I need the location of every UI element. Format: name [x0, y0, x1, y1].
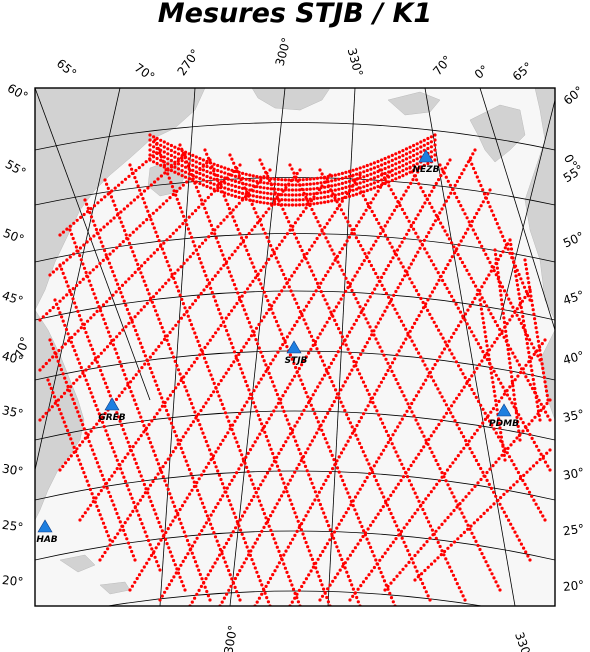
station-stjb: STJB: [285, 340, 308, 366]
lon-label: 330°: [512, 630, 535, 652]
station-label: STJB: [285, 356, 308, 366]
lat-label: 40°: [562, 348, 586, 367]
lat-label: 45°: [0, 288, 25, 308]
station-marker-icon: [37, 519, 53, 533]
station-hab: HAB: [36, 519, 58, 545]
station-marker-icon: [286, 340, 302, 354]
lat-label: 45°: [561, 288, 586, 308]
lon-label: 70°: [430, 53, 454, 78]
lat-label: 25°: [562, 521, 585, 538]
lat-label: 50°: [1, 226, 26, 247]
measurement-tracks: [38, 133, 552, 606]
longitude-labels-top: 65° 70° 270° 300° 330° 70° 0° 65°: [54, 36, 535, 84]
station-marker-icon: [496, 403, 512, 417]
lon-label: 270°: [175, 46, 203, 78]
station-label: GREB: [98, 413, 125, 423]
latitude-labels-left: 60° 55° 50° 45° 40° 35° 30° 25° 20° 70°: [0, 81, 32, 589]
lon-label: 0°: [472, 62, 491, 81]
map-frame: NEZB STJB GREB PDMB HAB: [34, 87, 556, 607]
latitude-labels-right: 60° 55° 50° 45° 40° 35° 30° 25° 20° 0°: [561, 83, 586, 594]
station-marker-icon: [104, 397, 120, 411]
lon-label: 300°: [273, 36, 294, 68]
station-label: PDMB: [489, 419, 519, 429]
lat-label: 50°: [561, 229, 586, 250]
map-title: Mesures STJB / K1: [158, 0, 432, 29]
station-label: NEZB: [412, 165, 439, 175]
lon-label: 70°: [12, 335, 32, 360]
lat-label: 20°: [562, 578, 585, 594]
lon-label: 65°: [510, 59, 535, 83]
station-pdmb: PDMB: [489, 403, 519, 429]
lon-label: 300°: [221, 624, 240, 652]
lat-label: 55°: [3, 157, 28, 180]
lat-label: 40°: [1, 349, 25, 368]
lat-label: 35°: [1, 403, 25, 421]
lon-label: 330°: [345, 47, 366, 79]
lat-label: 25°: [1, 518, 24, 535]
lat-label: 60°: [561, 83, 586, 107]
lat-label: 60°: [5, 81, 30, 104]
lon-label: 0°: [561, 152, 580, 171]
stations-layer: NEZB STJB GREB PDMB HAB: [36, 149, 519, 545]
lon-label: 65°: [54, 56, 79, 80]
longitude-labels-bottom: 300° 330°: [221, 624, 535, 652]
lon-label: 70°: [132, 61, 157, 85]
station-nezb: NEZB: [412, 149, 440, 175]
station-label: HAB: [36, 535, 57, 545]
lat-label: 30°: [1, 461, 24, 478]
lat-label: 35°: [562, 407, 586, 425]
lat-label: 20°: [1, 573, 24, 589]
lat-label: 30°: [562, 465, 585, 482]
station-marker-icon: [418, 149, 434, 163]
station-greb: GREB: [98, 397, 126, 423]
